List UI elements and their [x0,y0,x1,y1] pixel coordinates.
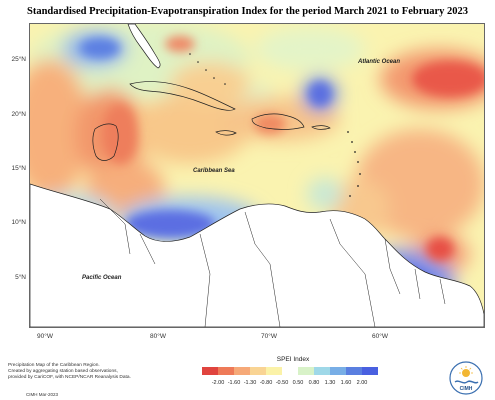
legend-swatch [346,367,362,375]
legend-swatch [218,367,234,375]
footnote: Precipitation Map of the Caribbean Regio… [8,363,168,381]
x-tick-60w: 60°W [362,333,398,340]
legend-title: SPEI Index [258,356,328,363]
legend-tick-label: 1.60 [341,380,352,386]
legend-swatch [362,367,378,375]
spei-map: Atlantic Ocean Caribbean Sea Pacific Oce… [29,23,485,328]
legend-swatch [234,367,250,375]
credit: CIMH Mar-2023 [26,392,58,397]
logo-text: CIMH [460,386,473,392]
footnote-line-3: provided by CariCOF, with NCEP/NCAR Rean… [8,375,168,381]
pacific-label: Pacific Ocean [82,275,122,281]
legend-swatch [202,367,218,375]
legend-tick-label: -1.60 [228,380,241,386]
legend-tick-label: 1.30 [325,380,336,386]
x-tick-80w: 80°W [140,333,176,340]
legend-swatch [330,367,346,375]
y-tick-20n: 20°N [2,111,26,118]
legend-swatch [298,367,314,375]
legend-swatch [314,367,330,375]
atlantic-label: Atlantic Ocean [357,59,400,65]
y-tick-5n: 5°N [2,274,26,281]
legend-colorbar [202,367,378,375]
legend-tick-label: -0.50 [276,380,289,386]
legend-tick-label: 2.00 [357,380,368,386]
legend-tick-label: -0.80 [260,380,273,386]
legend-tick-label: -2.00 [212,380,225,386]
legend-tick-label: 0.80 [309,380,320,386]
y-tick-15n: 15°N [2,165,26,172]
map-title: Standardised Precipitation-Evapotranspir… [0,6,495,17]
legend-ticks: -2.00 -1.60 -1.30 -0.80 -0.50 0.50 0.80 1.30 1.6… [202,380,378,388]
legend-swatch [282,367,298,375]
caribbean-label: Caribbean Sea [193,168,235,174]
x-tick-70w: 70°W [251,333,287,340]
spei-map-svg: Atlantic Ocean Caribbean Sea Pacific Oce… [30,24,484,327]
y-tick-10n: 10°N [2,219,26,226]
legend-tick-label: -1.30 [244,380,257,386]
cimh-logo: CIMH [448,360,484,396]
x-tick-90w: 90°W [27,333,63,340]
legend-swatch [266,367,282,375]
legend-tick-label: 0.50 [293,380,304,386]
legend-swatch [250,367,266,375]
y-tick-25n: 25°N [2,56,26,63]
